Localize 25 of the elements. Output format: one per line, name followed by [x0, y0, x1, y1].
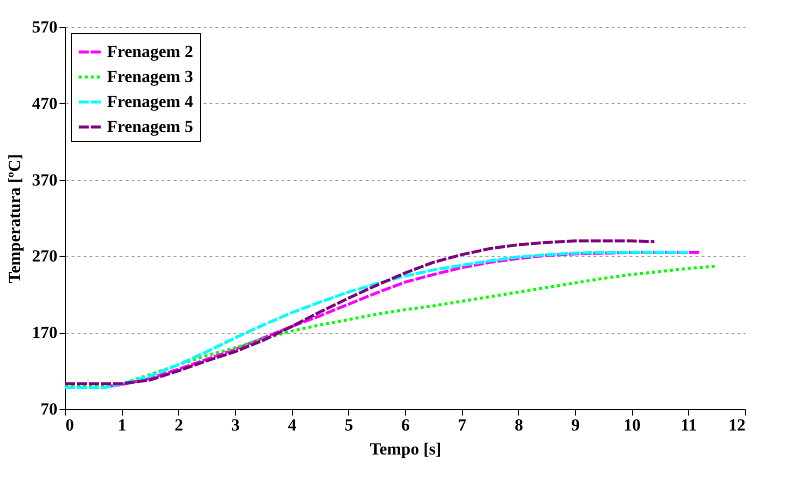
y-tick-label: 370 [32, 170, 58, 190]
x-tick-label: 2 [174, 416, 184, 434]
y-axis-title: Temperatura [ºC] [5, 154, 24, 284]
x-tick-label: 9 [571, 416, 580, 434]
x-tick-label: 4 [288, 416, 297, 434]
x-tick-label: 12 [728, 416, 746, 434]
legend-label: Frenagem 3 [107, 67, 194, 86]
x-tick-label: 6 [401, 416, 410, 434]
x-tick-label: 0 [66, 416, 74, 434]
x-tick-label: 1 [118, 416, 126, 434]
x-tick-label: 8 [514, 416, 524, 434]
y-tick-label: 270 [32, 246, 58, 266]
legend-label: Frenagem 4 [107, 92, 194, 111]
y-tick-label: 570 [32, 18, 58, 36]
y-tick-label: 470 [32, 94, 58, 113]
legend-label: Frenagem 2 [107, 42, 194, 61]
legend-label: Frenagem 5 [107, 117, 194, 136]
x-axis-title: Tempo [s] [370, 440, 442, 458]
x-tick-label: 7 [458, 416, 467, 434]
x-tick-label: 3 [231, 416, 240, 434]
x-tick-label: 5 [344, 416, 354, 434]
y-tick-label: 70 [40, 400, 58, 418]
x-tick-label: 11 [680, 416, 697, 434]
y-tick-label: 170 [32, 323, 58, 342]
x-tick-label: 10 [624, 416, 641, 434]
